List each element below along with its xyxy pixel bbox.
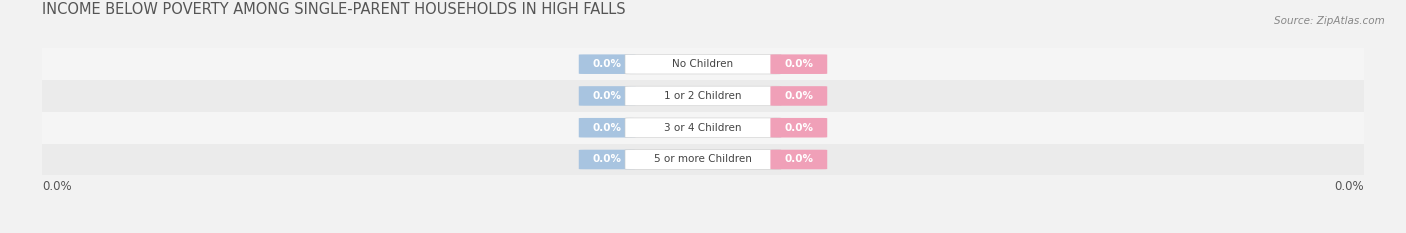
FancyBboxPatch shape: [770, 150, 827, 169]
Bar: [42, 48, 1364, 80]
Bar: [42, 144, 1364, 175]
Text: 0.0%: 0.0%: [593, 59, 621, 69]
Text: 0.0%: 0.0%: [785, 123, 813, 133]
Text: 0.0%: 0.0%: [42, 180, 72, 193]
Text: 3 or 4 Children: 3 or 4 Children: [664, 123, 742, 133]
Bar: [42, 112, 1364, 144]
FancyBboxPatch shape: [579, 54, 636, 74]
FancyBboxPatch shape: [770, 54, 827, 74]
FancyBboxPatch shape: [626, 150, 780, 169]
FancyBboxPatch shape: [626, 86, 780, 106]
Legend: Single Father, Single Mother: Single Father, Single Mother: [598, 230, 808, 233]
FancyBboxPatch shape: [579, 118, 636, 137]
FancyBboxPatch shape: [770, 86, 827, 106]
Text: INCOME BELOW POVERTY AMONG SINGLE-PARENT HOUSEHOLDS IN HIGH FALLS: INCOME BELOW POVERTY AMONG SINGLE-PARENT…: [42, 2, 626, 17]
FancyBboxPatch shape: [579, 86, 636, 106]
FancyBboxPatch shape: [579, 150, 636, 169]
Text: No Children: No Children: [672, 59, 734, 69]
Text: 5 or more Children: 5 or more Children: [654, 154, 752, 164]
Text: 0.0%: 0.0%: [1334, 180, 1364, 193]
Text: 0.0%: 0.0%: [593, 91, 621, 101]
Text: 0.0%: 0.0%: [785, 154, 813, 164]
Text: 0.0%: 0.0%: [785, 59, 813, 69]
Text: 0.0%: 0.0%: [593, 154, 621, 164]
FancyBboxPatch shape: [626, 54, 780, 74]
Text: Source: ZipAtlas.com: Source: ZipAtlas.com: [1274, 16, 1385, 26]
FancyBboxPatch shape: [626, 118, 780, 137]
Bar: [42, 80, 1364, 112]
Text: 0.0%: 0.0%: [593, 123, 621, 133]
Text: 0.0%: 0.0%: [785, 91, 813, 101]
Text: 1 or 2 Children: 1 or 2 Children: [664, 91, 742, 101]
FancyBboxPatch shape: [770, 118, 827, 137]
